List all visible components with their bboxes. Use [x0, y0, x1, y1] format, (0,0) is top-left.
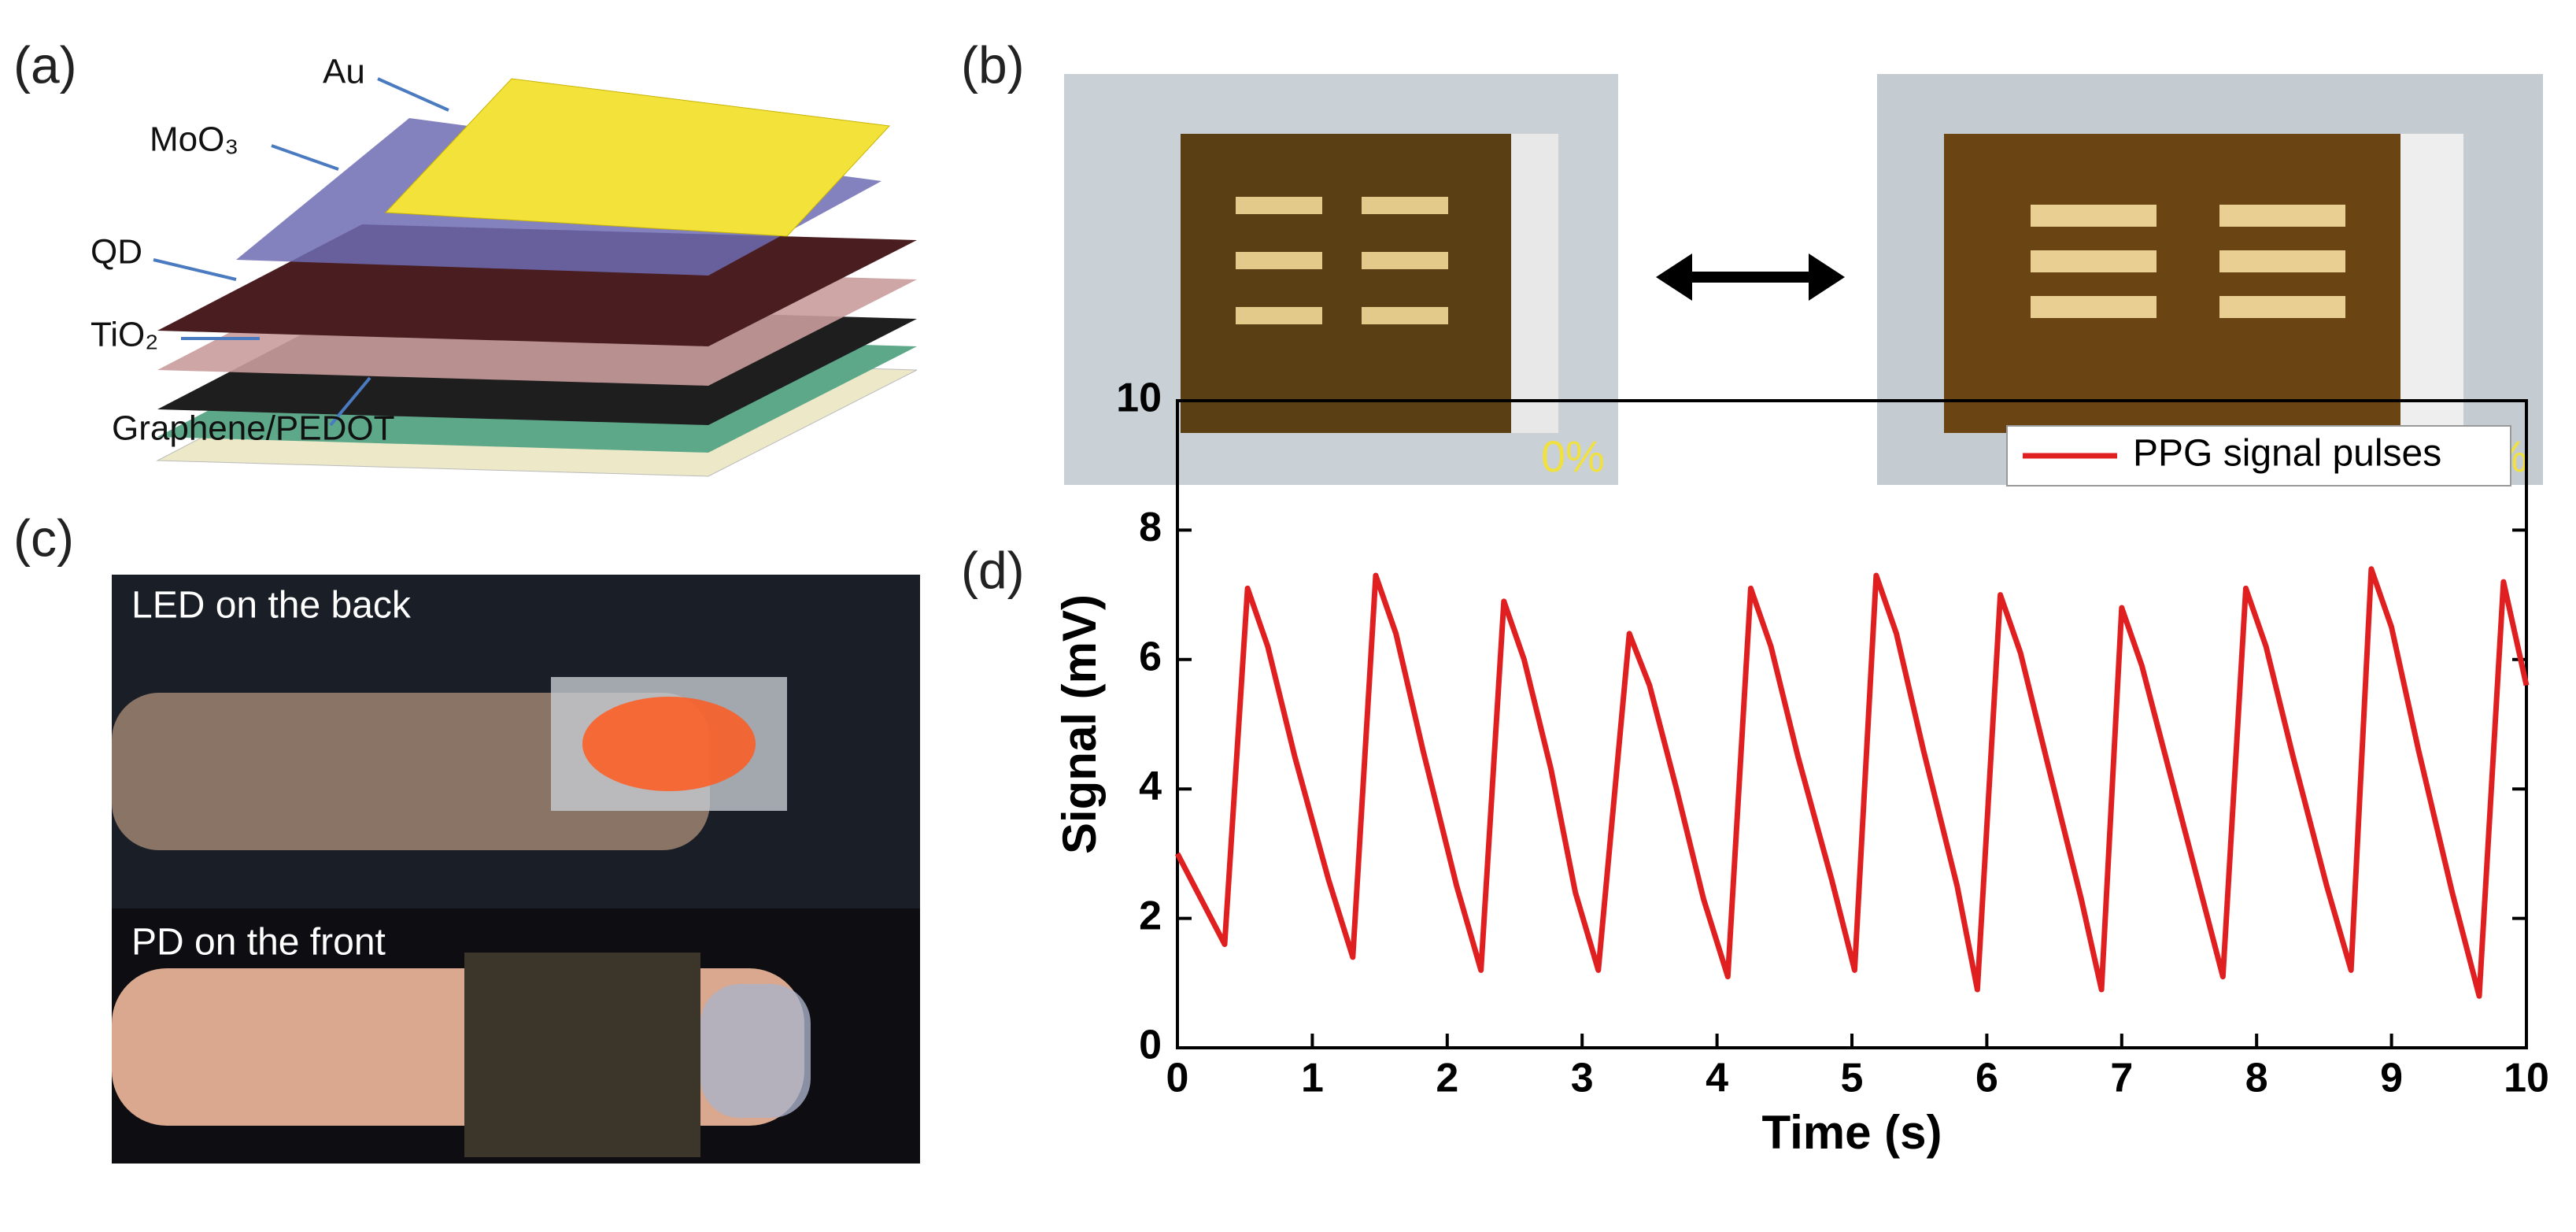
layer-label: MoO₃ — [150, 120, 238, 159]
x-tick-label: 7 — [2110, 1056, 2133, 1101]
double-arrow — [1656, 253, 1845, 301]
data-line — [1174, 566, 2530, 999]
x-tick-label: 3 — [1571, 1056, 1594, 1101]
layer-label: TiO₂ — [91, 316, 158, 354]
x-tick-label: 8 — [2245, 1056, 2268, 1101]
y-tick-label: 8 — [1139, 505, 1162, 550]
panel-label: (a) — [13, 35, 77, 94]
y-axis-label: Signal (mV) — [1053, 594, 1106, 854]
legend-label: PPG signal pulses — [2133, 433, 2441, 475]
x-tick-label: 9 — [2380, 1056, 2403, 1101]
y-tick-label: 10 — [1116, 376, 1162, 421]
photo-caption: PD on the front — [131, 922, 386, 964]
panel-label: (d) — [961, 541, 1025, 599]
x-axis-label: Time (s) — [1762, 1106, 1942, 1159]
strain-label: 0% — [1541, 431, 1605, 481]
x-tick-label: 2 — [1436, 1056, 1458, 1101]
x-tick-label: 4 — [1706, 1056, 1728, 1101]
x-tick-label: 0 — [1166, 1056, 1189, 1101]
layer-stack — [153, 77, 918, 477]
x-tick-label: 6 — [1975, 1056, 1998, 1101]
photo — [112, 575, 920, 1164]
x-tick-label: 10 — [2504, 1056, 2549, 1101]
y-tick-label: 6 — [1139, 634, 1162, 680]
photo — [1064, 74, 1618, 485]
pointer-arrows — [153, 77, 449, 427]
y-tick-label: 4 — [1139, 764, 1162, 809]
y-tick-label: 2 — [1139, 893, 1162, 938]
x-tick-label: 5 — [1841, 1056, 1864, 1101]
layer — [384, 78, 891, 237]
photo — [1877, 74, 2543, 485]
panel-label: (b) — [961, 35, 1025, 94]
layer-label: QD — [91, 233, 142, 272]
x-tick-label: 1 — [1301, 1056, 1324, 1101]
y-tick-label: 0 — [1139, 1023, 1162, 1068]
photo-caption: LED on the back — [131, 585, 412, 627]
layer-label: Au — [323, 53, 365, 91]
panel-label: (c) — [13, 509, 74, 567]
layer-label: Graphene/PEDOT — [112, 409, 395, 448]
